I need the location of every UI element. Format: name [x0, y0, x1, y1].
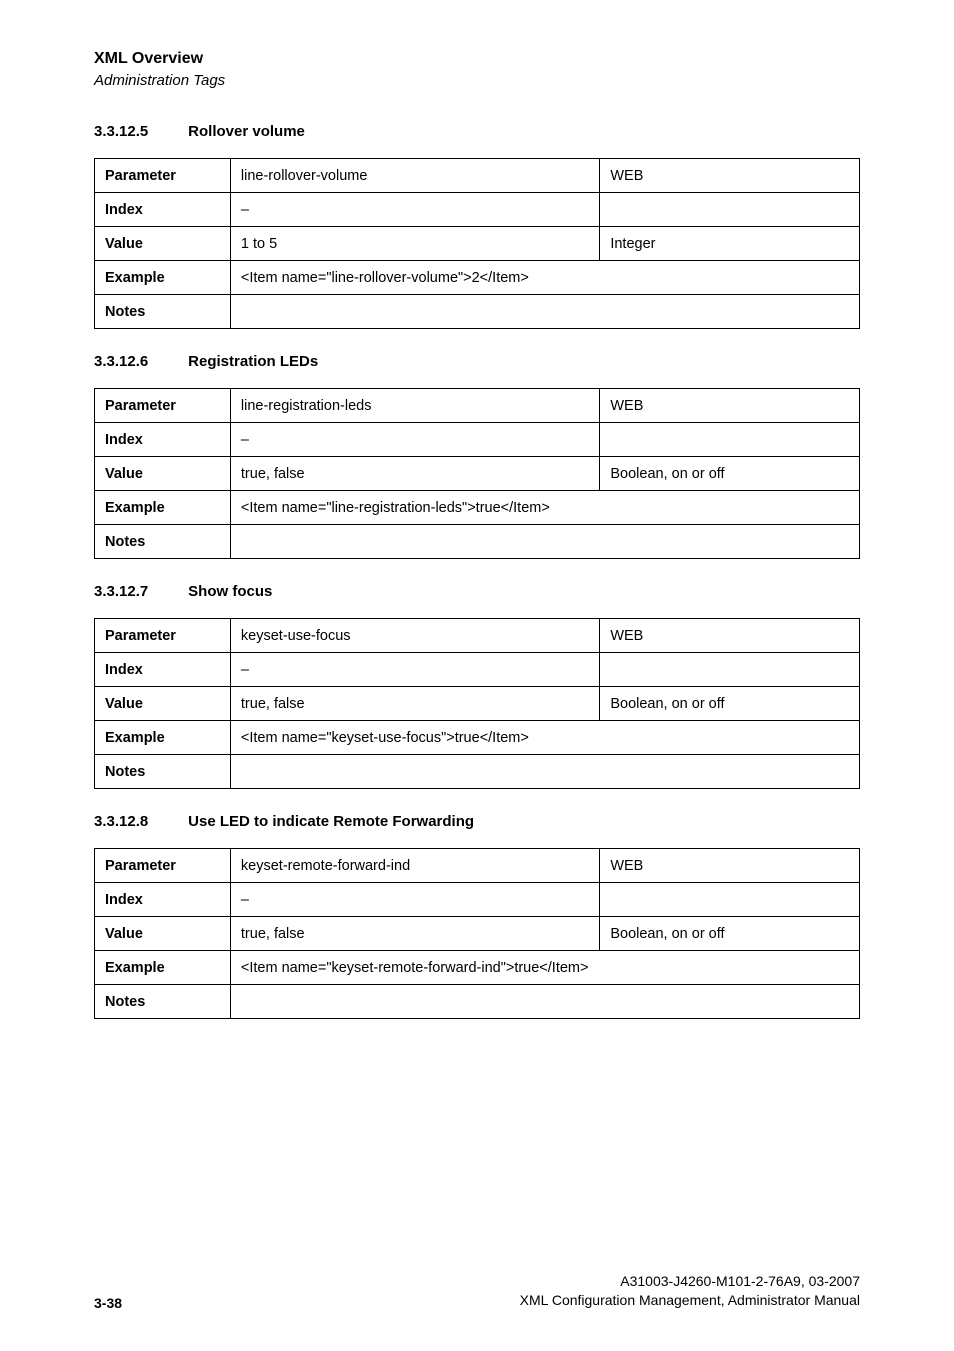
cell-notes — [230, 525, 859, 559]
table-row: Index – — [95, 423, 860, 457]
section-number-2: 3.3.12.7 — [94, 583, 184, 600]
section-title-0: Rollover volume — [188, 123, 305, 140]
footer-doc-title: XML Configuration Management, Administra… — [520, 1291, 860, 1311]
label-example: Example — [95, 491, 231, 525]
label-index: Index — [95, 193, 231, 227]
cell-example: <Item name="line-registration-leds">true… — [230, 491, 859, 525]
param-table-3: Parameter keyset-remote-forward-ind WEB … — [94, 848, 860, 1019]
section-heading-3: 3.3.12.8 Use LED to indicate Remote Forw… — [94, 813, 860, 830]
cell-type: Integer — [600, 227, 860, 261]
section-title-3: Use LED to indicate Remote Forwarding — [188, 813, 474, 830]
label-parameter: Parameter — [95, 389, 231, 423]
cell-source: WEB — [600, 389, 860, 423]
label-value: Value — [95, 227, 231, 261]
cell-notes — [230, 985, 859, 1019]
section-heading-1: 3.3.12.6 Registration LEDs — [94, 353, 860, 370]
cell-type: Boolean, on or off — [600, 457, 860, 491]
cell-source: WEB — [600, 619, 860, 653]
label-index: Index — [95, 883, 231, 917]
label-index: Index — [95, 653, 231, 687]
cell-parameter: keyset-remote-forward-ind — [230, 849, 599, 883]
cell-type: Boolean, on or off — [600, 917, 860, 951]
cell-type: Boolean, on or off — [600, 687, 860, 721]
table-row: Notes — [95, 295, 860, 329]
cell-value: true, false — [230, 457, 599, 491]
cell-source: WEB — [600, 849, 860, 883]
table-row: Example <Item name="keyset-remote-forwar… — [95, 951, 860, 985]
page-header: XML Overview Administration Tags — [94, 48, 860, 91]
table-row: Example <Item name="line-rollover-volume… — [95, 261, 860, 295]
cell-index-extra — [600, 883, 860, 917]
label-value: Value — [95, 687, 231, 721]
cell-notes — [230, 295, 859, 329]
footer-doc-id: A31003-J4260-M101-2-76A9, 03-2007 — [520, 1272, 860, 1292]
table-row: Notes — [95, 755, 860, 789]
cell-example: <Item name="line-rollover-volume">2</Ite… — [230, 261, 859, 295]
section-number-1: 3.3.12.6 — [94, 353, 184, 370]
label-parameter: Parameter — [95, 619, 231, 653]
cell-value: true, false — [230, 687, 599, 721]
cell-parameter: keyset-use-focus — [230, 619, 599, 653]
label-value: Value — [95, 917, 231, 951]
table-row: Notes — [95, 985, 860, 1019]
cell-source: WEB — [600, 159, 860, 193]
param-table-1: Parameter line-registration-leds WEB Ind… — [94, 388, 860, 559]
cell-index-extra — [600, 193, 860, 227]
param-table-0: Parameter line-rollover-volume WEB Index… — [94, 158, 860, 329]
cell-index: – — [230, 193, 599, 227]
cell-index: – — [230, 653, 599, 687]
table-row: Parameter keyset-use-focus WEB — [95, 619, 860, 653]
page-footer: 3-38 A31003-J4260-M101-2-76A9, 03-2007 X… — [94, 1272, 860, 1311]
cell-notes — [230, 755, 859, 789]
header-subtitle: Administration Tags — [94, 70, 860, 91]
section-title-2: Show focus — [188, 583, 272, 600]
label-notes: Notes — [95, 295, 231, 329]
param-table-2: Parameter keyset-use-focus WEB Index – V… — [94, 618, 860, 789]
cell-index: – — [230, 883, 599, 917]
label-parameter: Parameter — [95, 159, 231, 193]
cell-example: <Item name="keyset-use-focus">true</Item… — [230, 721, 859, 755]
footer-page-number: 3-38 — [94, 1295, 122, 1311]
cell-index: – — [230, 423, 599, 457]
label-example: Example — [95, 951, 231, 985]
table-row: Parameter line-rollover-volume WEB — [95, 159, 860, 193]
section-number-0: 3.3.12.5 — [94, 123, 184, 140]
table-row: Value true, false Boolean, on or off — [95, 687, 860, 721]
table-row: Value true, false Boolean, on or off — [95, 457, 860, 491]
table-row: Notes — [95, 525, 860, 559]
header-title: XML Overview — [94, 48, 860, 70]
table-row: Parameter line-registration-leds WEB — [95, 389, 860, 423]
cell-parameter: line-registration-leds — [230, 389, 599, 423]
footer-doc-info: A31003-J4260-M101-2-76A9, 03-2007 XML Co… — [520, 1272, 860, 1311]
table-row: Value true, false Boolean, on or off — [95, 917, 860, 951]
table-row: Value 1 to 5 Integer — [95, 227, 860, 261]
label-notes: Notes — [95, 755, 231, 789]
table-row: Index – — [95, 883, 860, 917]
table-row: Index – — [95, 653, 860, 687]
label-value: Value — [95, 457, 231, 491]
cell-parameter: line-rollover-volume — [230, 159, 599, 193]
section-title-1: Registration LEDs — [188, 353, 318, 370]
label-notes: Notes — [95, 525, 231, 559]
cell-index-extra — [600, 653, 860, 687]
table-row: Example <Item name="keyset-use-focus">tr… — [95, 721, 860, 755]
cell-example: <Item name="keyset-remote-forward-ind">t… — [230, 951, 859, 985]
section-number-3: 3.3.12.8 — [94, 813, 184, 830]
label-index: Index — [95, 423, 231, 457]
cell-index-extra — [600, 423, 860, 457]
label-example: Example — [95, 261, 231, 295]
section-heading-0: 3.3.12.5 Rollover volume — [94, 123, 860, 140]
label-notes: Notes — [95, 985, 231, 1019]
cell-value: true, false — [230, 917, 599, 951]
table-row: Example <Item name="line-registration-le… — [95, 491, 860, 525]
label-example: Example — [95, 721, 231, 755]
table-row: Index – — [95, 193, 860, 227]
section-heading-2: 3.3.12.7 Show focus — [94, 583, 860, 600]
cell-value: 1 to 5 — [230, 227, 599, 261]
label-parameter: Parameter — [95, 849, 231, 883]
table-row: Parameter keyset-remote-forward-ind WEB — [95, 849, 860, 883]
